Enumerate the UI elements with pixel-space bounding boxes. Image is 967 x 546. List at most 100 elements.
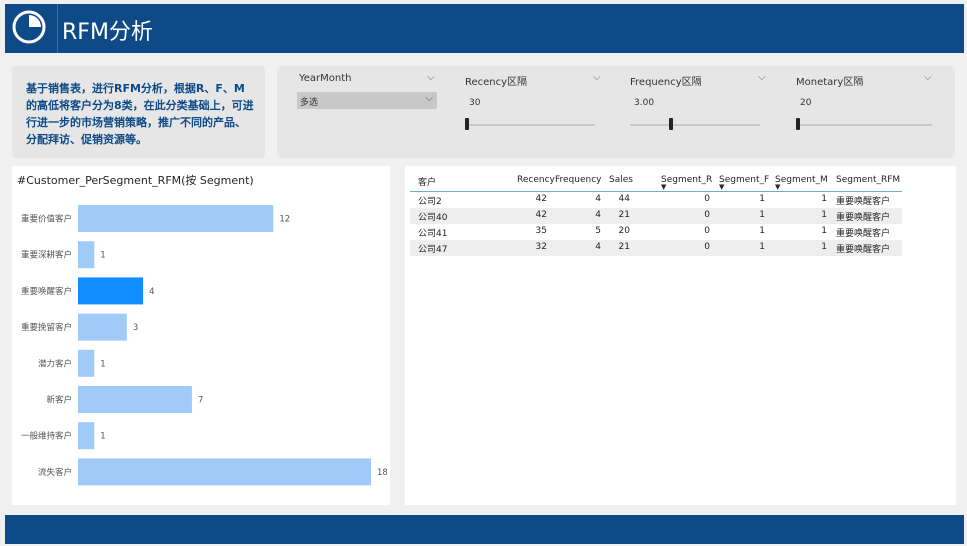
- table-cell: 1: [821, 194, 827, 204]
- data-label: 1: [100, 432, 105, 442]
- table-cell: 32: [535, 242, 547, 252]
- column-header[interactable]: Segment_RFM: [836, 175, 901, 185]
- table-cell: 35: [535, 226, 547, 236]
- table-cell: 公司2: [418, 197, 442, 207]
- table-cell: 4: [595, 194, 601, 204]
- slicer-yearmonth: YearMonth ⌵ 多选 ⌵: [277, 66, 442, 158]
- description-card: 基于销售表，进行RFM分析，根据R、F、M的高低将客户分为8类，在此分类基础上，…: [12, 66, 265, 158]
- slicer-recency: Recency区隔 ⌵ 30: [465, 66, 605, 158]
- slicer-monetary: Monetary区隔 ⌵ 20: [796, 66, 936, 158]
- table-cell: 1: [821, 226, 827, 236]
- sort-arrow-icon[interactable]: ▼: [775, 183, 781, 191]
- data-label: 12: [279, 215, 290, 225]
- slicer-label: Monetary区隔: [796, 77, 864, 88]
- category-label: 新客户: [46, 395, 72, 406]
- slider-value: 30: [469, 98, 481, 108]
- table-row[interactable]: 公司2 42 4 44 0 1 1 重要唤醒客户: [410, 192, 902, 208]
- table-cell: 42: [535, 194, 547, 204]
- table-cell: 44: [618, 194, 630, 204]
- slider-handle[interactable]: [669, 118, 673, 130]
- table-row[interactable]: 公司40 42 4 21 0 1 1 重要唤醒客户: [410, 208, 902, 224]
- table-cell: 重要唤醒客户: [836, 213, 891, 223]
- pie-chart-icon: [12, 10, 46, 44]
- column-header[interactable]: Segment_F: [719, 175, 770, 185]
- data-label: 7: [198, 396, 203, 406]
- table-cell: 公司41: [418, 229, 448, 239]
- category-label: 重要深耕客户: [21, 250, 72, 261]
- column-header[interactable]: Sales: [609, 175, 633, 185]
- column-header[interactable]: 客户: [418, 178, 437, 188]
- chevron-down-icon[interactable]: ⌵: [924, 72, 932, 83]
- slider-value: 3.00: [634, 98, 655, 108]
- bar[interactable]: [78, 313, 127, 341]
- table-cell: 5: [595, 226, 601, 236]
- table-cell: 1: [759, 194, 765, 204]
- slicer-frequency: Frequency区隔 ⌵ 3.00: [630, 66, 770, 158]
- chart-svg: 重要价值客户 12 重要深耕客户 1 重要唤醒客户 4 重要挽留客户 3 潜力客户 1 新客户 7 一般…: [21, 205, 388, 486]
- data-label: 3: [133, 323, 138, 333]
- dropdown-value: 多选: [300, 98, 319, 108]
- category-label: 重要唤醒客户: [21, 286, 72, 297]
- yearmonth-dropdown[interactable]: 多选 ⌵: [297, 92, 437, 109]
- table-cell: 公司47: [418, 245, 448, 255]
- table-cell: 42: [535, 210, 547, 220]
- customer-table: 客户 Recency Frequency Sales Segment_R ▼ Segment…: [405, 166, 956, 505]
- chevron-down-icon[interactable]: ⌵: [758, 72, 766, 83]
- category-label: 潜力客户: [38, 358, 72, 369]
- table-cell: 4: [595, 242, 601, 252]
- table-cell: 重要唤醒客户: [836, 197, 891, 207]
- slider-value: 20: [800, 98, 812, 108]
- column-header[interactable]: Frequency: [555, 175, 602, 185]
- data-label: 4: [149, 287, 154, 297]
- table-cell: 1: [759, 210, 765, 220]
- bar[interactable]: [78, 422, 95, 450]
- table-cell: 21: [618, 210, 630, 220]
- sort-arrow-icon[interactable]: ▼: [661, 183, 667, 191]
- sort-arrow-icon[interactable]: ▼: [719, 183, 725, 191]
- table-cell: 0: [704, 226, 710, 236]
- chevron-down-icon[interactable]: ⌵: [593, 72, 601, 83]
- bar[interactable]: [78, 241, 95, 269]
- category-label: 流失客户: [38, 467, 72, 478]
- slider-track[interactable]: [796, 124, 932, 126]
- table-cell: 21: [618, 242, 630, 252]
- chevron-down-icon[interactable]: ⌵: [427, 72, 435, 83]
- category-label: 重要挽留客户: [21, 322, 72, 333]
- slider-track[interactable]: [630, 124, 760, 126]
- table-cell: 0: [704, 242, 710, 252]
- bar[interactable]: [78, 277, 144, 305]
- description-text: 基于销售表，进行RFM分析，根据R、F、M的高低将客户分为8类，在此分类基础上，…: [26, 82, 254, 146]
- slider-track[interactable]: [465, 124, 595, 126]
- table-cell: 1: [821, 210, 827, 220]
- table-cell: 重要唤醒客户: [836, 229, 891, 239]
- header-divider: [410, 191, 902, 192]
- bar[interactable]: [78, 386, 192, 413]
- chart-title: #Customer_PerSegment_RFM(按 Segment): [17, 174, 254, 187]
- header-bar: RFM分析: [5, 4, 964, 53]
- column-header[interactable]: Segment_R: [661, 175, 713, 185]
- slicer-panel: YearMonth ⌵ 多选 ⌵ Recency区隔 ⌵ 30 Frequenc…: [277, 66, 955, 158]
- page-title: RFM分析: [62, 20, 153, 45]
- table-cell: 0: [704, 210, 710, 220]
- category-label: 重要价值客户: [21, 214, 72, 225]
- slicer-label: YearMonth: [299, 73, 352, 84]
- slicer-label: Frequency区隔: [630, 77, 702, 88]
- table-cell: 4: [595, 210, 601, 220]
- table-cell: 1: [759, 242, 765, 252]
- segment-bar-chart: #Customer_PerSegment_RFM(按 Segment) 重要价值…: [12, 166, 390, 505]
- data-label: 18: [377, 468, 388, 478]
- footer-bar: [5, 515, 964, 544]
- column-header[interactable]: Recency: [517, 175, 555, 185]
- column-header[interactable]: Segment_M: [775, 175, 828, 185]
- bar[interactable]: [78, 349, 95, 377]
- category-label: 一般维持客户: [21, 431, 72, 442]
- table-row[interactable]: 公司47 32 4 21 0 1 1 重要唤醒客户: [410, 240, 902, 256]
- table-row[interactable]: 公司41 35 5 20 0 1 1 重要唤醒客户: [410, 224, 902, 240]
- slider-handle[interactable]: [796, 118, 800, 130]
- data-label: 1: [100, 251, 105, 261]
- slicer-label: Recency区隔: [465, 77, 528, 88]
- slider-handle[interactable]: [465, 118, 469, 130]
- bar[interactable]: [78, 205, 274, 232]
- table-cell: 1: [821, 242, 827, 252]
- bar[interactable]: [78, 458, 371, 486]
